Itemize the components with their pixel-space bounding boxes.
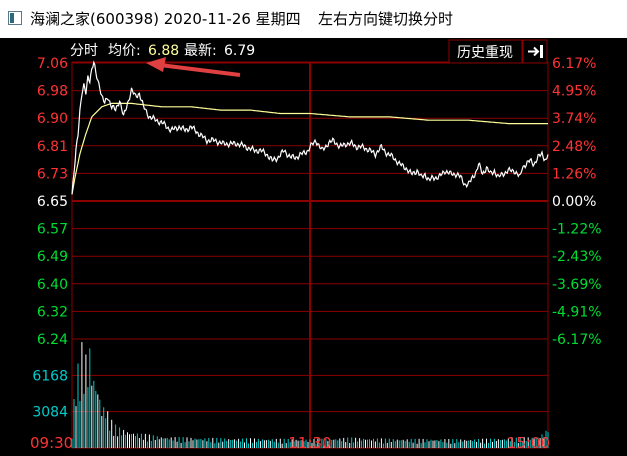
price-tick-label: 6.98 [37, 84, 68, 100]
price-tick-label: 6.49 [37, 249, 68, 265]
price-tick-label: 6.90 [37, 111, 68, 127]
time-tick-label: 09:30 [30, 434, 73, 452]
header-latest-label: 最新: [184, 43, 217, 59]
history-replay-button[interactable]: 历史重现 [448, 39, 523, 64]
window-title: 海澜之家(600398) 2020-11-26 星期四 [30, 10, 301, 28]
right-percent-axis: 6.17% 4.95% 3.74% 2.48% 1.26% 0.00% -1.22% -2.4… [552, 56, 602, 348]
volume-axis: 6168 3084 [32, 368, 68, 420]
price-tick-label: 7.06 [37, 56, 68, 72]
price-tick-label: 6.81 [37, 139, 68, 155]
percent-tick-label: -4.91% [552, 304, 602, 320]
percent-tick-label: 0.00% [552, 194, 596, 210]
percent-tick-label: -6.17% [552, 332, 602, 348]
price-tick-label: 6.40 [37, 277, 68, 293]
price-tick-label: 6.24 [37, 332, 68, 348]
volume-tick-label: 6168 [32, 368, 68, 384]
intraday-chart[interactable]: 7.06 6.98 6.90 6.81 6.73 6.65 6.57 6.49 6.40 6.32… [0, 38, 627, 456]
window-titlebar: 海澜之家(600398) 2020-11-26 星期四 左右方向键切换分时 [0, 0, 627, 38]
percent-tick-label: 2.48% [552, 139, 596, 155]
header-fenshi-label: 分时 [70, 43, 98, 59]
percent-tick-label: -3.69% [552, 277, 602, 293]
percent-tick-label: -1.22% [552, 222, 602, 238]
time-tick-label: 15:00 [507, 434, 550, 452]
volume-tick-label: 3084 [32, 405, 68, 421]
history-replay-label: 历史重现 [457, 45, 513, 61]
left-price-axis: 7.06 6.98 6.90 6.81 6.73 6.65 6.57 6.49 6.40 6.32… [37, 56, 68, 348]
percent-tick-label: 4.95% [552, 84, 596, 100]
percent-tick-label: -2.43% [552, 249, 602, 265]
keyboard-hint: 左右方向键切换分时 [318, 10, 454, 28]
header-latest-value: 6.79 [224, 43, 255, 59]
price-tick-label: 6.32 [37, 304, 68, 320]
chart-grid [71, 61, 549, 449]
header-avg-label: 均价: [108, 43, 141, 59]
app-icon [8, 11, 22, 25]
header-avg-value: 6.88 [148, 43, 179, 59]
percent-tick-label: 3.74% [552, 111, 596, 127]
annotation-red-arrow-icon [146, 57, 241, 77]
price-tick-label: 6.73 [37, 166, 68, 182]
percent-tick-label: 6.17% [552, 56, 596, 72]
exit-arrow-icon[interactable] [522, 39, 548, 64]
volume-bars [71, 342, 549, 448]
average-price-line [71, 102, 548, 195]
price-tick-label: 6.65 [37, 194, 68, 210]
price-tick-label: 6.57 [37, 222, 68, 238]
time-axis: 09:30 11:30 15:00 [30, 434, 550, 452]
price-line [71, 60, 549, 195]
time-tick-label: 11:30 [288, 434, 331, 452]
percent-tick-label: 1.26% [552, 166, 596, 182]
